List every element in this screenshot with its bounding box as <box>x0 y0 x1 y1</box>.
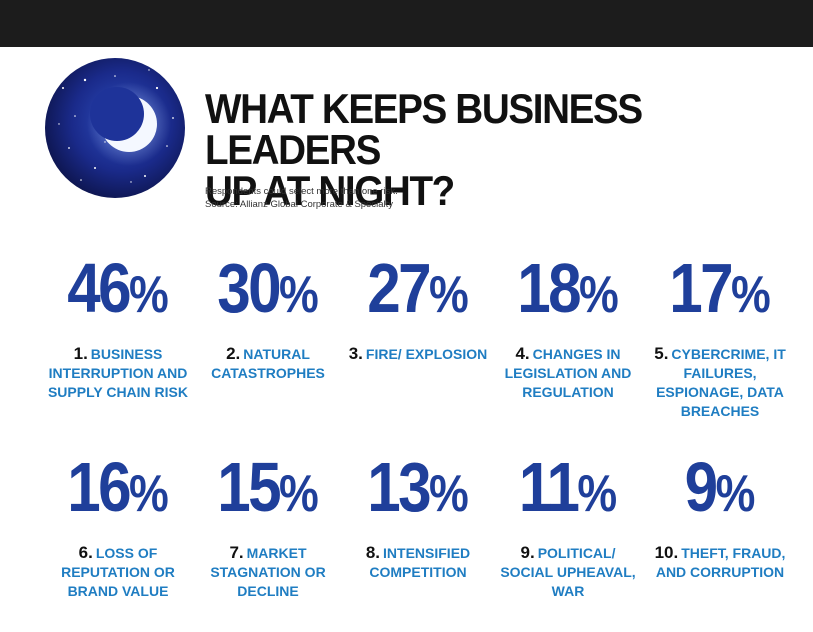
stat-item: 46% 1. BUSINESS INTERRUPTION AND SUPPLY C… <box>43 253 193 402</box>
stat-item: 18% 4. CHANGES IN LEGISLATION AND REGULAT… <box>493 253 643 402</box>
stat-value: 16% <box>67 448 169 526</box>
stat-item: 27% 3. FIRE/ EXPLOSION <box>343 253 493 364</box>
stat-label: 7. MARKET STAGNATION OR DECLINE <box>210 543 326 599</box>
stat-label: 5. CYBERCRIME, IT FAILURES, ESPIONAGE, DA… <box>654 344 786 419</box>
source-note: Source: Allianz Global Corporate & Speci… <box>205 199 393 210</box>
stat-label: 6. LOSS OF REPUTATION OR BRAND VALUE <box>61 543 175 599</box>
crescent-moon-image <box>45 58 185 198</box>
stat-label: 3. FIRE/ EXPLOSION <box>348 344 488 363</box>
page-title: WHAT KEEPS BUSINESS LEADERS UP AT NIGHT? <box>205 85 748 214</box>
stat-item: 9% 10. THEFT, FRAUD, AND CORRUPTION <box>645 452 795 582</box>
stat-value: 30% <box>217 249 319 327</box>
respondents-note: Respondents could select more than one r… <box>205 186 398 197</box>
footnote: Respondents could select more than one r… <box>205 185 398 211</box>
stat-label: 2. NATURAL CATASTROPHES <box>211 344 325 381</box>
stat-value: 18% <box>517 249 619 327</box>
stat-value: 17% <box>669 249 771 327</box>
stat-item: 17% 5. CYBERCRIME, IT FAILURES, ESPIONAGE… <box>645 253 795 421</box>
stat-label: 10. THEFT, FRAUD, AND CORRUPTION <box>654 543 786 580</box>
stat-value: 15% <box>217 448 319 526</box>
stat-value: 11% <box>518 448 618 526</box>
stat-value: 13% <box>367 448 469 526</box>
stat-item: 15% 7. MARKET STAGNATION OR DECLINE <box>193 452 343 601</box>
stat-value: 27% <box>367 249 469 327</box>
title-line-2: UP AT NIGHT? <box>205 167 455 214</box>
top-bar <box>0 0 813 47</box>
stat-value: 9% <box>684 448 756 526</box>
stat-label: 8. INTENSIFIED COMPETITION <box>365 543 471 580</box>
stat-item: 11% 9. POLITICAL/ SOCIAL UPHEAVAL, WAR <box>493 452 643 601</box>
stat-label: 4. CHANGES IN LEGISLATION AND REGULATION <box>504 344 632 400</box>
stat-item: 13% 8. INTENSIFIED COMPETITION <box>343 452 493 582</box>
stat-label: 9. POLITICAL/ SOCIAL UPHEAVAL, WAR <box>500 543 636 599</box>
stat-item: 16% 6. LOSS OF REPUTATION OR BRAND VALUE <box>43 452 193 601</box>
stat-value: 46% <box>67 249 169 327</box>
title-line-1: WHAT KEEPS BUSINESS LEADERS <box>205 85 643 173</box>
stat-item: 30% 2. NATURAL CATASTROPHES <box>193 253 343 383</box>
stat-label: 1. BUSINESS INTERRUPTION AND SUPPLY CHAIN… <box>47 344 189 400</box>
